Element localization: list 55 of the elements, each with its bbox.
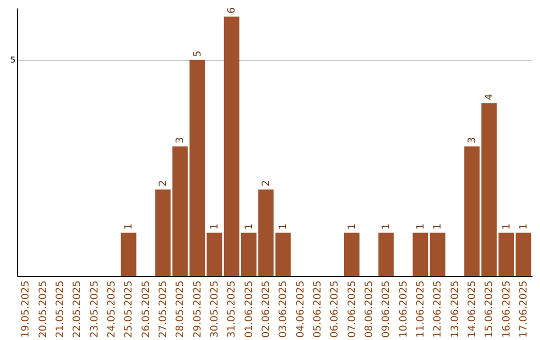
x-tick-label: 12.06.2025: [432, 280, 444, 338]
x-tick-label: 04.06.2025: [295, 280, 306, 338]
data-label: 4: [484, 94, 496, 100]
x-tick-label: 19.05.2025: [20, 280, 32, 338]
x-tick-label: 31.05.2025: [226, 280, 238, 338]
x-tick-label: 16.06.2025: [501, 280, 512, 338]
data-label: 1: [346, 223, 358, 230]
x-tick-label: 07.06.2025: [346, 280, 358, 338]
data-label: 1: [415, 223, 426, 230]
x-tick-label: 02.06.2025: [260, 280, 272, 338]
x-tick-label: 22.05.2025: [72, 280, 84, 338]
x-tick-label: 21.05.2025: [54, 280, 66, 338]
x-tick-label: 06.06.2025: [330, 280, 341, 338]
x-tick-label: 03.06.2025: [278, 280, 290, 338]
data-label: 1: [124, 223, 135, 230]
x-tick-label: 26.05.2025: [140, 280, 152, 338]
data-label: 3: [466, 136, 478, 144]
x-tick-label: 29.05.2025: [192, 280, 204, 338]
x-tick-label: 15.06.2025: [484, 280, 496, 338]
bar: [412, 232, 428, 276]
data-label: 1: [518, 223, 530, 230]
data-label: 6: [226, 7, 238, 14]
x-tick-label: 10.06.2025: [398, 280, 410, 338]
bar: [344, 232, 360, 276]
x-tick-label: 27.05.2025: [158, 280, 169, 338]
data-label: 3: [175, 136, 186, 144]
x-tick-label: 20.05.2025: [38, 280, 49, 338]
x-tick-label: 08.06.2025: [364, 280, 375, 338]
bar: [464, 146, 480, 276]
x-tick-label: 13.06.2025: [450, 280, 461, 338]
bar: [430, 232, 446, 276]
x-tick-label: 11.06.2025: [415, 280, 426, 338]
data-label: 2: [260, 180, 272, 187]
data-label: 1: [501, 223, 512, 230]
x-tick-label: 01.06.2025: [244, 280, 255, 338]
x-tick-label: 17.06.2025: [518, 280, 530, 338]
data-label: 5: [192, 50, 204, 57]
x-tick-label: 24.05.2025: [106, 280, 118, 338]
x-tick-label: 25.05.2025: [124, 280, 135, 338]
data-label: 1: [209, 223, 220, 230]
x-tick-label: 09.06.2025: [381, 280, 392, 338]
x-tick-label: 23.05.2025: [89, 280, 100, 338]
data-label: 1: [381, 223, 392, 230]
data-label: 2: [158, 180, 169, 187]
bar: [120, 232, 136, 276]
bar: [155, 190, 171, 276]
data-label: 1: [244, 223, 255, 230]
data-label: 1: [278, 223, 290, 230]
data-label: 1: [432, 223, 444, 230]
bar: [275, 232, 291, 276]
bar: [378, 232, 394, 276]
x-tick-label: 14.06.2025: [466, 280, 478, 338]
x-tick-label: 28.05.2025: [175, 280, 186, 338]
x-tick-label: 30.05.2025: [209, 280, 220, 338]
x-tick-label: 05.06.2025: [312, 280, 324, 338]
